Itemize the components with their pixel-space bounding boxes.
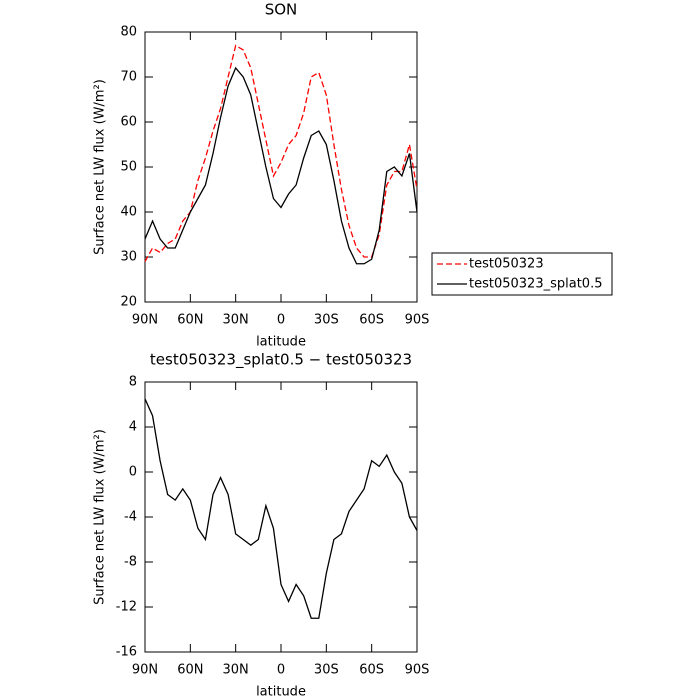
y-tick-label: 50 (120, 160, 137, 175)
y-tick-label: 8 (129, 375, 137, 390)
legend-box (431, 252, 613, 296)
x-tick-label: 30S (314, 663, 339, 678)
y-tick-label: -16 (116, 645, 137, 660)
y-tick-label: 70 (120, 70, 137, 85)
y-tick-label: 80 (120, 25, 137, 40)
x-tick-label: 90S (405, 313, 430, 328)
y-axis-label: Surface net LW flux (W/m²) (93, 79, 108, 255)
x-tick-label: 30N (223, 313, 249, 328)
x-tick-label: 60S (359, 313, 384, 328)
data-line (144, 44, 418, 262)
y-tick-label: 60 (120, 115, 137, 130)
data-line (144, 398, 418, 619)
chart-title: test050323_splat0.5 − test050323 (150, 351, 412, 370)
x-axis-label: latitude (256, 685, 306, 700)
x-tick-label: 0 (277, 663, 285, 678)
plot-frame (144, 381, 418, 653)
y-axis-label: Surface net LW flux (W/m²) (93, 429, 108, 605)
x-tick-label: 90N (132, 663, 158, 678)
y-tick-label: 20 (120, 295, 137, 310)
x-tick-label: 60N (177, 313, 203, 328)
data-line (144, 66, 418, 265)
chart-title: SON (265, 1, 298, 19)
y-tick-label: -8 (124, 555, 137, 570)
x-tick-label: 30S (314, 313, 339, 328)
y-tick-label: 40 (120, 205, 137, 220)
x-tick-label: 30N (223, 663, 249, 678)
y-tick-label: -4 (124, 510, 137, 525)
y-tick-label: 0 (129, 465, 137, 480)
legend-label: test050323 (469, 257, 544, 272)
plot-frame (144, 31, 418, 303)
x-tick-label: 60N (177, 663, 203, 678)
x-tick-label: 90S (405, 663, 430, 678)
y-tick-label: -12 (116, 600, 137, 615)
x-axis-label: latitude (256, 335, 306, 350)
x-tick-label: 0 (277, 313, 285, 328)
x-tick-label: 90N (132, 313, 158, 328)
legend-label: test050323_splat0.5 (469, 277, 602, 292)
x-tick-label: 60S (359, 663, 384, 678)
y-tick-label: 30 (120, 250, 137, 265)
y-tick-label: 4 (129, 420, 137, 435)
